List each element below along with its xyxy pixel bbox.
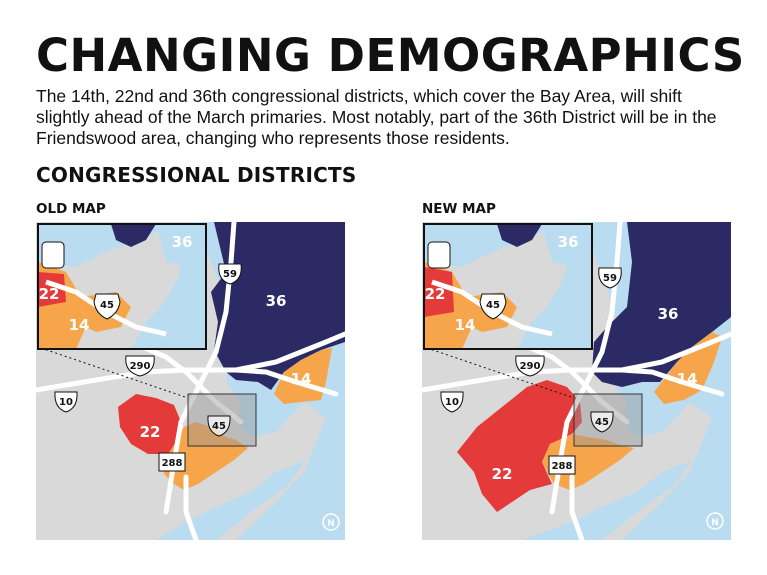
highway-45-label: 45 bbox=[595, 417, 609, 428]
highway-59-label: 59 bbox=[223, 269, 237, 280]
north-label: N bbox=[327, 519, 335, 529]
state-288-shield-icon bbox=[158, 452, 186, 472]
inset-district-36-label: 36 bbox=[558, 233, 579, 251]
highway-288-label: 288 bbox=[162, 458, 183, 469]
inset-leader-line bbox=[426, 347, 575, 399]
inset-district-22-label: 22 bbox=[425, 285, 446, 303]
interstate-10-shield-icon bbox=[440, 391, 464, 413]
highway-10-label: 10 bbox=[445, 397, 459, 408]
inset-shield-45-text: 45 bbox=[486, 300, 500, 311]
district-14-south bbox=[164, 422, 248, 490]
district-14-south bbox=[542, 434, 634, 490]
gulf-water bbox=[156, 460, 306, 540]
district-36-label: 36 bbox=[658, 305, 679, 323]
inset-shield-45-text: 45 bbox=[100, 300, 114, 311]
interstate-10-shield-icon bbox=[54, 391, 78, 413]
highway-45-label: 45 bbox=[212, 421, 226, 432]
inset-district-36-label: 36 bbox=[172, 233, 193, 251]
north-arrow-icon bbox=[706, 512, 724, 530]
district-36 bbox=[592, 222, 731, 387]
new-map-label: NEW MAP bbox=[422, 201, 496, 217]
section-heading: CONGRESSIONAL DISTRICTS bbox=[36, 163, 357, 187]
toll-road-logo-icon bbox=[41, 241, 65, 269]
old-map: 36 22 14 45 36 14 22 59 290 10 45 288 N bbox=[36, 222, 345, 540]
inset-map bbox=[37, 223, 207, 350]
state-288-shield-icon bbox=[548, 455, 576, 475]
new-map: 36 22 14 45 36 14 22 59 290 10 45 288 N bbox=[422, 222, 731, 540]
us-290-shield-icon bbox=[515, 355, 545, 377]
us-59-shield-icon bbox=[598, 267, 622, 289]
district-14-label: 14 bbox=[677, 370, 698, 388]
district-36-label: 36 bbox=[266, 292, 287, 310]
district-22-label: 22 bbox=[492, 465, 513, 483]
interstate-45-shield-icon bbox=[590, 411, 614, 433]
page-title: CHANGING DEMOGRAPHICS bbox=[36, 29, 745, 82]
highway-10-label: 10 bbox=[59, 397, 73, 408]
north-arrow-icon bbox=[322, 513, 340, 531]
district-22 bbox=[118, 394, 181, 454]
highway-290-label: 290 bbox=[520, 361, 541, 372]
highway-290-label: 290 bbox=[130, 361, 151, 372]
highway-59-label: 59 bbox=[603, 273, 617, 284]
inset-district-14-label: 14 bbox=[455, 316, 476, 334]
us-59-shield-icon bbox=[218, 263, 242, 285]
toll-road-logo-icon bbox=[427, 241, 451, 269]
district-14-east bbox=[654, 332, 722, 404]
old-map-label: OLD MAP bbox=[36, 201, 106, 217]
inset-leader-line bbox=[40, 347, 189, 399]
district-22-label: 22 bbox=[140, 423, 161, 441]
intro-text: The 14th, 22nd and 36th congressional di… bbox=[36, 86, 717, 148]
north-label: N bbox=[711, 518, 719, 528]
inset-district-22-label: 22 bbox=[39, 285, 60, 303]
district-22 bbox=[457, 380, 582, 512]
inset-district-14-label: 14 bbox=[69, 316, 90, 334]
highway-288-label: 288 bbox=[552, 461, 573, 472]
us-290-shield-icon bbox=[125, 355, 155, 377]
interstate-45-inset-shield-icon bbox=[93, 293, 121, 320]
district-14-label: 14 bbox=[291, 370, 312, 388]
interstate-45-inset-shield-icon bbox=[479, 293, 507, 320]
interstate-45-shield-icon bbox=[207, 415, 231, 437]
gulf-water bbox=[522, 460, 692, 540]
